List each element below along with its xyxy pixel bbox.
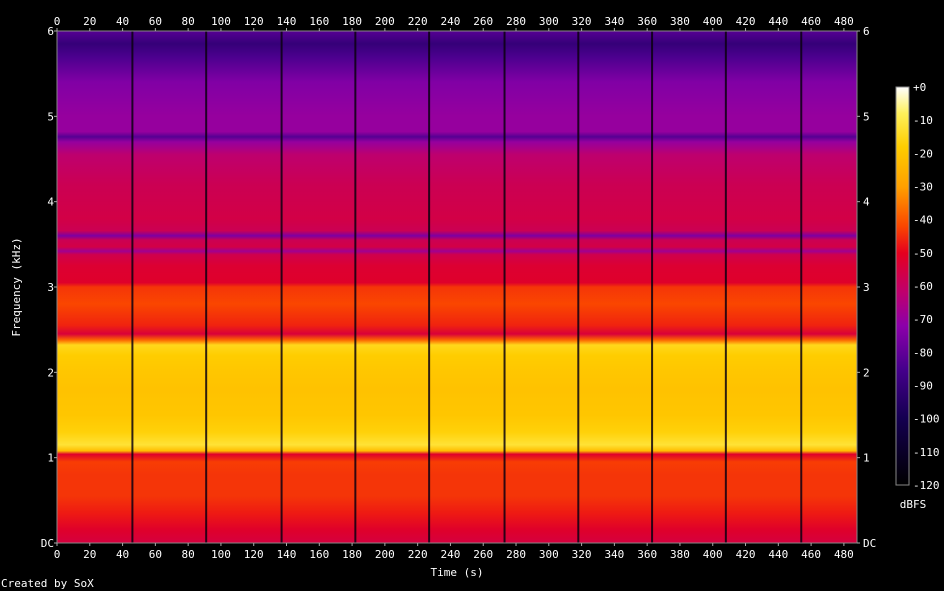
x-tick-label: 300 bbox=[539, 15, 559, 28]
colorbar-tick-label: -60 bbox=[913, 280, 933, 293]
y-tick-label: 6 bbox=[863, 25, 870, 38]
x-tick-label: 20 bbox=[83, 548, 96, 561]
colorbar-tick-label: -120 bbox=[913, 479, 940, 492]
x-tick-label: 0 bbox=[54, 548, 61, 561]
x-tick-label: 420 bbox=[736, 548, 756, 561]
colorbar-tick-label: -100 bbox=[913, 413, 940, 426]
y-tick-label: DC bbox=[41, 537, 54, 550]
x-tick-label: 240 bbox=[441, 548, 461, 561]
y-axis-label: Frequency (kHz) bbox=[10, 237, 23, 336]
x-tick-label: 260 bbox=[473, 548, 493, 561]
x-tick-label: 220 bbox=[408, 548, 428, 561]
x-tick-label: 320 bbox=[572, 548, 592, 561]
colorbar-tick-label: -110 bbox=[913, 446, 940, 459]
y-tick-label: 3 bbox=[47, 281, 54, 294]
colorbar-tick-label: +0 bbox=[913, 81, 926, 94]
x-tick-label: 340 bbox=[604, 548, 624, 561]
x-tick-label: 280 bbox=[506, 548, 526, 561]
x-tick-label: 380 bbox=[670, 548, 690, 561]
x-tick-label: 200 bbox=[375, 548, 395, 561]
x-tick-label: 440 bbox=[768, 15, 788, 28]
x-tick-label: 240 bbox=[441, 15, 461, 28]
y-tick-label: 1 bbox=[47, 452, 54, 465]
credit-text: Created by SoX bbox=[1, 577, 94, 590]
x-tick-label: 380 bbox=[670, 15, 690, 28]
y-tick-label: 1 bbox=[863, 452, 870, 465]
y-tick-label: 5 bbox=[863, 110, 870, 123]
y-tick-label: 3 bbox=[863, 281, 870, 294]
colorbar-tick-label: -40 bbox=[913, 214, 933, 227]
y-tick-label: 2 bbox=[47, 366, 54, 379]
x-tick-label: 0 bbox=[54, 15, 61, 28]
x-tick-label: 480 bbox=[834, 15, 854, 28]
colorbar-tick-label: -50 bbox=[913, 247, 933, 260]
x-tick-label: 400 bbox=[703, 548, 723, 561]
x-tick-label: 280 bbox=[506, 15, 526, 28]
spectrogram-plot-area bbox=[57, 31, 857, 543]
x-tick-label: 40 bbox=[116, 548, 129, 561]
x-tick-label: 320 bbox=[572, 15, 592, 28]
x-tick-label: 360 bbox=[637, 15, 657, 28]
colorbar bbox=[895, 86, 910, 486]
x-tick-label: 400 bbox=[703, 15, 723, 28]
x-tick-label: 120 bbox=[244, 15, 264, 28]
colorbar-tick-label: -70 bbox=[913, 313, 933, 326]
x-tick-label: 140 bbox=[277, 15, 297, 28]
y-tick-label: 4 bbox=[863, 196, 870, 209]
x-tick-label: 160 bbox=[309, 15, 329, 28]
y-tick-label: 5 bbox=[47, 110, 54, 123]
y-tick-label: 6 bbox=[47, 25, 54, 38]
x-tick-label: 360 bbox=[637, 548, 657, 561]
y-tick-label: 4 bbox=[47, 196, 54, 209]
colorbar-tick-label: -10 bbox=[913, 114, 933, 127]
x-tick-label: 60 bbox=[149, 548, 162, 561]
x-tick-label: 200 bbox=[375, 15, 395, 28]
x-tick-label: 100 bbox=[211, 15, 231, 28]
colorbar-label: dBFS bbox=[900, 498, 927, 511]
x-tick-label: 100 bbox=[211, 548, 231, 561]
x-tick-label: 160 bbox=[309, 548, 329, 561]
x-tick-label: 180 bbox=[342, 548, 362, 561]
x-tick-label: 460 bbox=[801, 15, 821, 28]
x-axis-label: Time (s) bbox=[431, 566, 484, 579]
x-tick-label: 80 bbox=[182, 548, 195, 561]
x-tick-label: 340 bbox=[604, 15, 624, 28]
x-tick-label: 420 bbox=[736, 15, 756, 28]
x-tick-label: 440 bbox=[768, 548, 788, 561]
colorbar-tick-label: -20 bbox=[913, 147, 933, 160]
y-tick-label: 2 bbox=[863, 366, 870, 379]
x-tick-label: 260 bbox=[473, 15, 493, 28]
colorbar-tick-label: -30 bbox=[913, 181, 933, 194]
x-tick-label: 60 bbox=[149, 15, 162, 28]
colorbar-tick-label: -80 bbox=[913, 346, 933, 359]
x-tick-label: 40 bbox=[116, 15, 129, 28]
y-tick-label: DC bbox=[863, 537, 876, 550]
x-tick-label: 20 bbox=[83, 15, 96, 28]
colorbar-tick-label: -90 bbox=[913, 380, 933, 393]
x-tick-label: 80 bbox=[182, 15, 195, 28]
x-tick-label: 220 bbox=[408, 15, 428, 28]
x-tick-label: 460 bbox=[801, 548, 821, 561]
x-tick-label: 120 bbox=[244, 548, 264, 561]
x-tick-label: 300 bbox=[539, 548, 559, 561]
x-tick-label: 180 bbox=[342, 15, 362, 28]
x-tick-label: 140 bbox=[277, 548, 297, 561]
x-tick-label: 480 bbox=[834, 548, 854, 561]
